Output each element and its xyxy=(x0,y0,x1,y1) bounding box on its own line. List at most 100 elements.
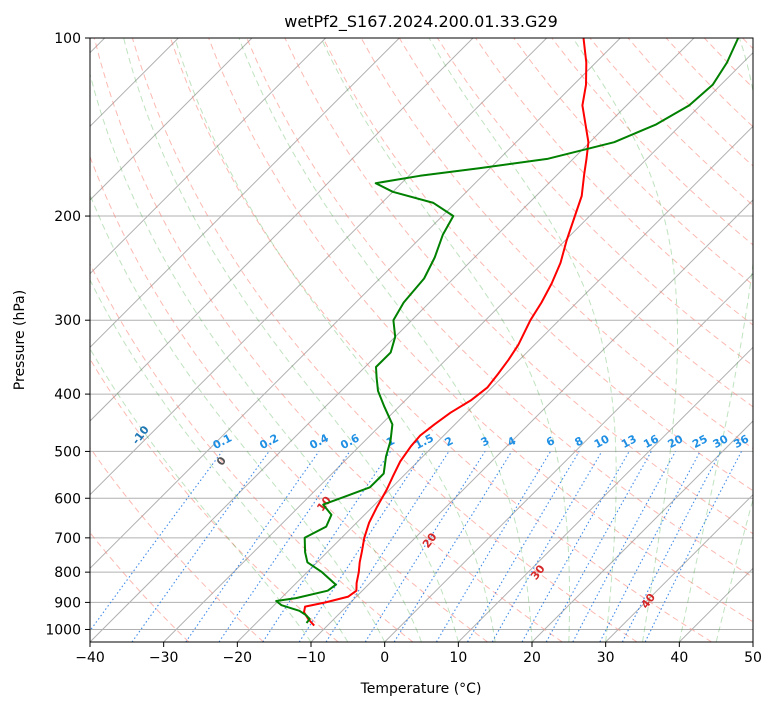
y-tick-label: 400 xyxy=(54,387,81,403)
moist-adiabat-line xyxy=(90,72,422,642)
mixing-ratio-line xyxy=(185,451,320,642)
dry-adiabat-label: 20 xyxy=(420,530,440,550)
mixing-ratio-label: 10 xyxy=(592,432,612,451)
dry-adiabat-line xyxy=(513,38,753,286)
mixing-ratio-label: 30 xyxy=(711,432,731,451)
moist-adiabat-line xyxy=(90,347,312,642)
moist-adiabat-line xyxy=(678,38,753,642)
dry-adiabat-line xyxy=(246,38,753,578)
dry-adiabat-line xyxy=(93,38,563,642)
mixing-ratio-line xyxy=(298,451,425,642)
x-tick-label: 40 xyxy=(670,650,688,666)
mixing-ratio-label: 13 xyxy=(619,432,639,451)
dry-adiabat-line xyxy=(131,38,638,642)
isotherm-line xyxy=(531,420,753,642)
x-tick-label: −40 xyxy=(75,650,105,666)
mixing-ratio-line xyxy=(545,451,652,642)
dry-adiabat-line xyxy=(665,38,753,128)
y-axis: 100 200 300 400 500 600 700 800 900 1000 xyxy=(45,31,90,638)
isotherm-line xyxy=(457,346,753,642)
moist-adiabat-line xyxy=(174,38,496,642)
mixing-ratio-line xyxy=(467,451,580,642)
mixing-ratio-label: 0.4 xyxy=(307,431,331,452)
dry-adiabat-line xyxy=(90,262,414,642)
y-tick-label: 1000 xyxy=(45,622,81,638)
dry-adiabat-label: 40 xyxy=(638,591,658,611)
mixing-ratio-label: 0.2 xyxy=(257,431,280,452)
isotherm-line xyxy=(605,493,753,642)
mixing-ratio-line xyxy=(521,451,630,642)
x-tick-label: 50 xyxy=(744,650,762,666)
mixing-ratio-label: 20 xyxy=(666,432,686,451)
mixing-ratio-line xyxy=(262,451,391,642)
dry-adiabat-label: -10 xyxy=(129,423,152,447)
mixing-ratio-label: 36 xyxy=(731,432,751,451)
y-tick-label: 100 xyxy=(54,31,81,47)
mixing-ratio-label: 2 xyxy=(443,434,456,449)
x-tick-label: 20 xyxy=(523,650,541,666)
mixing-ratio-label: 25 xyxy=(690,432,710,451)
background-lines xyxy=(90,38,753,642)
isotherm-line xyxy=(90,38,548,496)
dry-adiabat-label: 30 xyxy=(528,562,548,582)
dry-adiabat-line xyxy=(284,38,753,535)
dry-adiabat-label: 0 xyxy=(214,454,229,468)
moist-adiabat-line xyxy=(123,38,459,642)
isotherm-line xyxy=(90,38,474,422)
mixing-ratio-line xyxy=(435,451,552,642)
dry-adiabat-line xyxy=(90,358,339,642)
y-tick-label: 900 xyxy=(54,595,81,611)
chart-title: wetPf2_S167.2024.200.01.33.G29 xyxy=(284,12,558,32)
mixing-ratio-label: 8 xyxy=(573,434,586,449)
mixing-ratio-line xyxy=(599,451,701,642)
x-tick-label: −10 xyxy=(296,650,326,666)
dry-adiabat-line xyxy=(475,38,753,326)
isotherm-line xyxy=(384,272,753,642)
y-tick-label: 600 xyxy=(54,491,81,507)
y-tick-label: 700 xyxy=(54,531,81,547)
x-tick-label: −30 xyxy=(149,650,179,666)
dry-adiabat-line xyxy=(322,38,753,492)
isotherm-line xyxy=(90,38,327,275)
mixing-ratio-label: 16 xyxy=(641,432,661,451)
y-tick-label: 200 xyxy=(54,209,81,225)
moist-adiabat-line xyxy=(572,38,678,642)
dry-adiabat-line xyxy=(170,38,712,642)
dry-adiabat-line xyxy=(90,446,264,642)
dry-adiabat-line xyxy=(90,155,488,642)
moist-adiabat-line xyxy=(428,38,617,642)
y-axis-title: Pressure (hPa) xyxy=(12,290,28,390)
moist-adiabat-line xyxy=(715,497,753,642)
mixing-ratio-line xyxy=(621,451,722,642)
moist-adiabat-line xyxy=(90,278,349,642)
y-tick-label: 500 xyxy=(54,444,81,460)
mixing-ratio-label: 0.6 xyxy=(338,431,362,452)
moist-adiabat-line xyxy=(320,38,570,642)
isotherm-line xyxy=(752,641,753,642)
mixing-ratio-label: 3 xyxy=(479,434,492,449)
temperature-line xyxy=(303,38,590,627)
isotherm-line xyxy=(90,38,695,642)
moist-adiabat-line xyxy=(90,193,386,642)
isotherm-line xyxy=(90,38,400,349)
plot-frame xyxy=(89,37,754,643)
isotherm-line xyxy=(163,51,753,642)
dry-adiabat-line xyxy=(589,38,753,206)
x-tick-label: −20 xyxy=(223,650,253,666)
isotherm-line xyxy=(236,125,753,642)
moist-adiabat-line xyxy=(238,38,533,642)
x-tick-label: 0 xyxy=(380,650,389,666)
mixing-ratio-line xyxy=(131,451,270,642)
mixing-ratio-line xyxy=(218,451,351,642)
mixing-ratio-line xyxy=(572,451,676,642)
mixing-ratio-line xyxy=(644,451,742,642)
dewpoint-line xyxy=(275,38,740,624)
mixing-ratio-label: 0.1 xyxy=(211,431,234,452)
x-tick-label: 10 xyxy=(449,650,467,666)
mixing-ratio-line xyxy=(393,451,513,642)
dry-adiabat-line xyxy=(208,38,753,623)
y-tick-label: 300 xyxy=(54,313,81,329)
dry-adiabat-line xyxy=(436,38,753,367)
